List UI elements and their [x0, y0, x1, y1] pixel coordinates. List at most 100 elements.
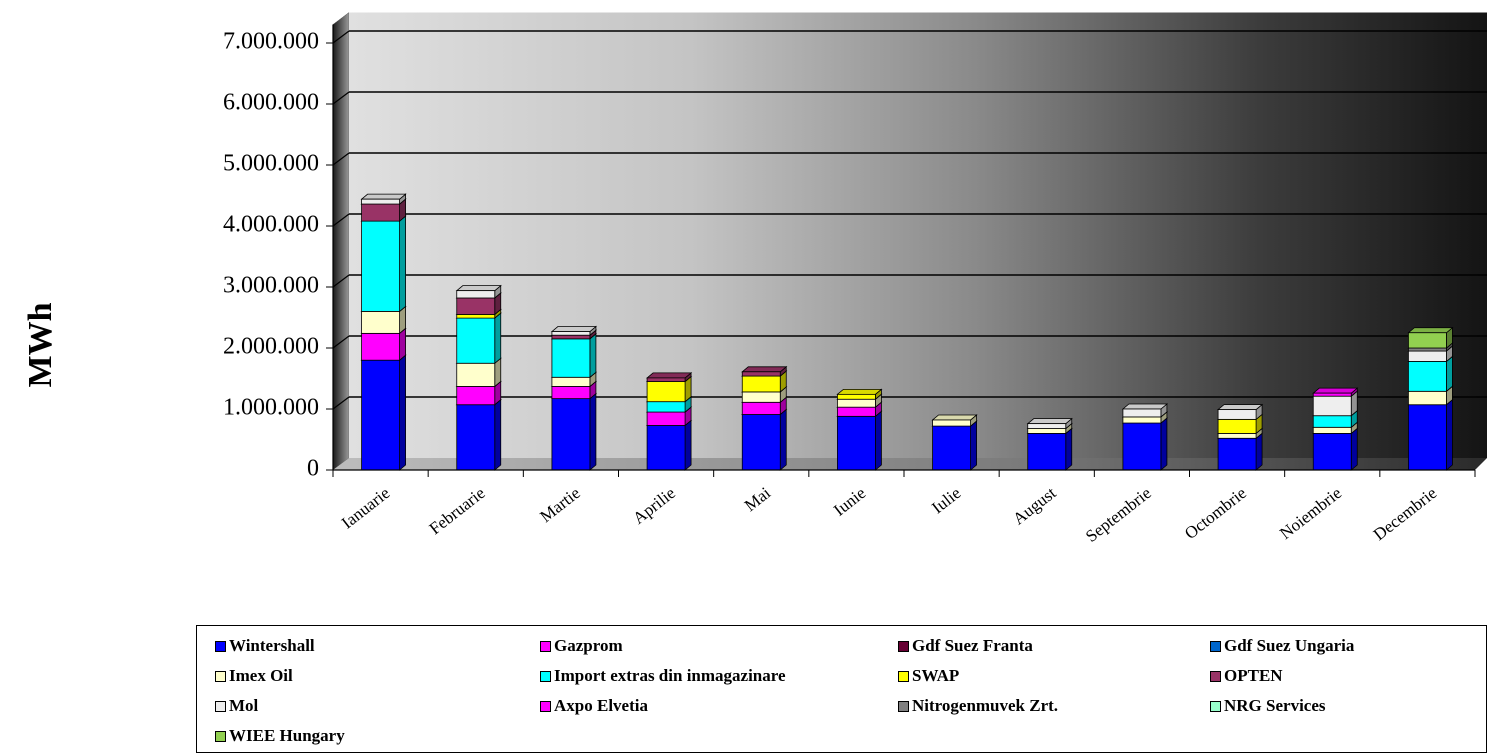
- legend-swatch: [898, 640, 909, 652]
- legend-item: Axpo Elvetia: [540, 696, 648, 716]
- bar-segment: [931, 420, 978, 471]
- bar-segment-front: [646, 377, 686, 382]
- legend-swatch: [898, 700, 909, 712]
- legend-label: Axpo Elvetia: [554, 696, 648, 715]
- bar-segment-side: [399, 215, 406, 313]
- bar-segment-front: [361, 332, 400, 361]
- bar-segment-front: [456, 317, 496, 364]
- legend-item: SWAP: [898, 666, 959, 686]
- bar-segment-top: [836, 388, 883, 395]
- bar-segment-front: [646, 381, 686, 403]
- bar-segment-side: [1160, 417, 1168, 471]
- bar-segment: [931, 414, 978, 427]
- bar-segment-front: [361, 359, 400, 471]
- bar-segment: [1026, 417, 1073, 430]
- x-tick-label: Iulie: [928, 483, 964, 517]
- bar-segment: [836, 410, 883, 471]
- bar-segment-top: [1407, 327, 1454, 334]
- bar-segment-top: [455, 285, 502, 292]
- legend-item: Wintershall: [215, 636, 315, 656]
- bar-segment-front: [456, 290, 496, 299]
- bar-segment-front: [456, 314, 496, 319]
- bar-segment-side: [589, 392, 597, 471]
- bar-segment-front: [1122, 422, 1162, 471]
- bar-segment-side: [1350, 427, 1358, 471]
- bar-segment-front: [1408, 332, 1447, 349]
- bar-segment-front: [1408, 361, 1447, 392]
- bar-segment-front: [646, 425, 686, 471]
- bar-segment-front: [456, 362, 496, 387]
- legend-swatch: [540, 700, 551, 712]
- legend-swatch: [540, 670, 551, 682]
- bar-segment-front: [1217, 432, 1257, 439]
- legend-item: OPTEN: [1210, 666, 1283, 686]
- y-tick-label: 1.000.000: [223, 395, 319, 421]
- bar-segment: [550, 332, 598, 379]
- bar-segment: [645, 419, 693, 471]
- y-tick-label: 6.000.000: [223, 90, 319, 116]
- y-tick-label: 3.000.000: [223, 273, 319, 299]
- bar-stack: [360, 193, 407, 471]
- bar-segment-top: [360, 193, 407, 200]
- legend-item: NRG Services: [1210, 696, 1326, 716]
- bar-segment-front: [456, 297, 496, 315]
- bar-segment-front: [1217, 418, 1257, 434]
- bar-segment-side: [779, 408, 787, 471]
- bar-segment-front: [837, 398, 876, 408]
- bar-segment-front: [551, 376, 591, 387]
- bar-segment-front: [646, 411, 686, 426]
- legend-label: Import extras din inmagazinare: [554, 666, 786, 685]
- bar-segment: [741, 365, 788, 377]
- bar-segment-front: [361, 310, 400, 334]
- bar-stack: [931, 414, 978, 471]
- bar-segment-side: [399, 327, 406, 362]
- bar-segment-front: [837, 406, 876, 417]
- chart-floor: [333, 458, 1487, 470]
- bar-segment-side: [1065, 427, 1073, 471]
- legend-swatch: [1210, 640, 1221, 652]
- bar-segment-front: [741, 401, 781, 415]
- bar-segment-top: [550, 326, 598, 332]
- bar-segment-front: [551, 334, 591, 340]
- bar-segment-side: [1255, 432, 1263, 471]
- legend-label: Nitrogenmuvek Zrt.: [912, 696, 1059, 715]
- chart-side-wall: [332, 12, 350, 471]
- bar-segment-front: [741, 414, 781, 471]
- bar-segment: [1216, 432, 1264, 471]
- gridline-side: [332, 91, 350, 105]
- bar-segment: [455, 398, 502, 471]
- x-tick-label: Aprilie: [629, 483, 679, 528]
- bar-segment-front: [551, 398, 591, 471]
- bar-segment-side: [1446, 355, 1453, 393]
- bar-segment-side: [875, 410, 882, 471]
- legend-swatch: [1210, 670, 1221, 682]
- bar-segment-front: [837, 415, 876, 471]
- chart-back-wall: [349, 12, 1487, 458]
- bar-segment: [1121, 417, 1169, 471]
- bar-segment-front: [1027, 432, 1067, 471]
- bar-stack: [1407, 326, 1454, 471]
- bar-segment-top: [1121, 403, 1169, 410]
- bar-segment-top: [931, 414, 978, 421]
- legend-swatch: [215, 730, 226, 742]
- bar-segment-front: [1217, 437, 1257, 471]
- legend-label: SWAP: [912, 666, 960, 685]
- bar-segment-front: [741, 375, 781, 393]
- bar-segment: [550, 392, 598, 471]
- bar-segment-side: [1446, 398, 1453, 471]
- legend-item: Gdf Suez Ungaria: [1210, 636, 1354, 656]
- legend-item: Gdf Suez Franta: [898, 636, 1033, 656]
- y-tick-label: 0: [307, 456, 319, 482]
- legend-label: Gazprom: [554, 636, 623, 655]
- x-tick-label: Martie: [536, 483, 583, 526]
- legend-label: Mol: [229, 696, 259, 715]
- x-tick-label: Septembrie: [1082, 483, 1155, 546]
- bar-segment-side: [494, 312, 502, 365]
- gridline-side: [332, 152, 350, 166]
- bar-stack: [1312, 387, 1359, 471]
- bar-stack: [741, 365, 788, 471]
- bar-segment-front: [646, 401, 686, 413]
- legend-item: Mol: [215, 696, 258, 716]
- bar-segment: [360, 354, 407, 471]
- legend-label: Imex Oil: [229, 666, 293, 685]
